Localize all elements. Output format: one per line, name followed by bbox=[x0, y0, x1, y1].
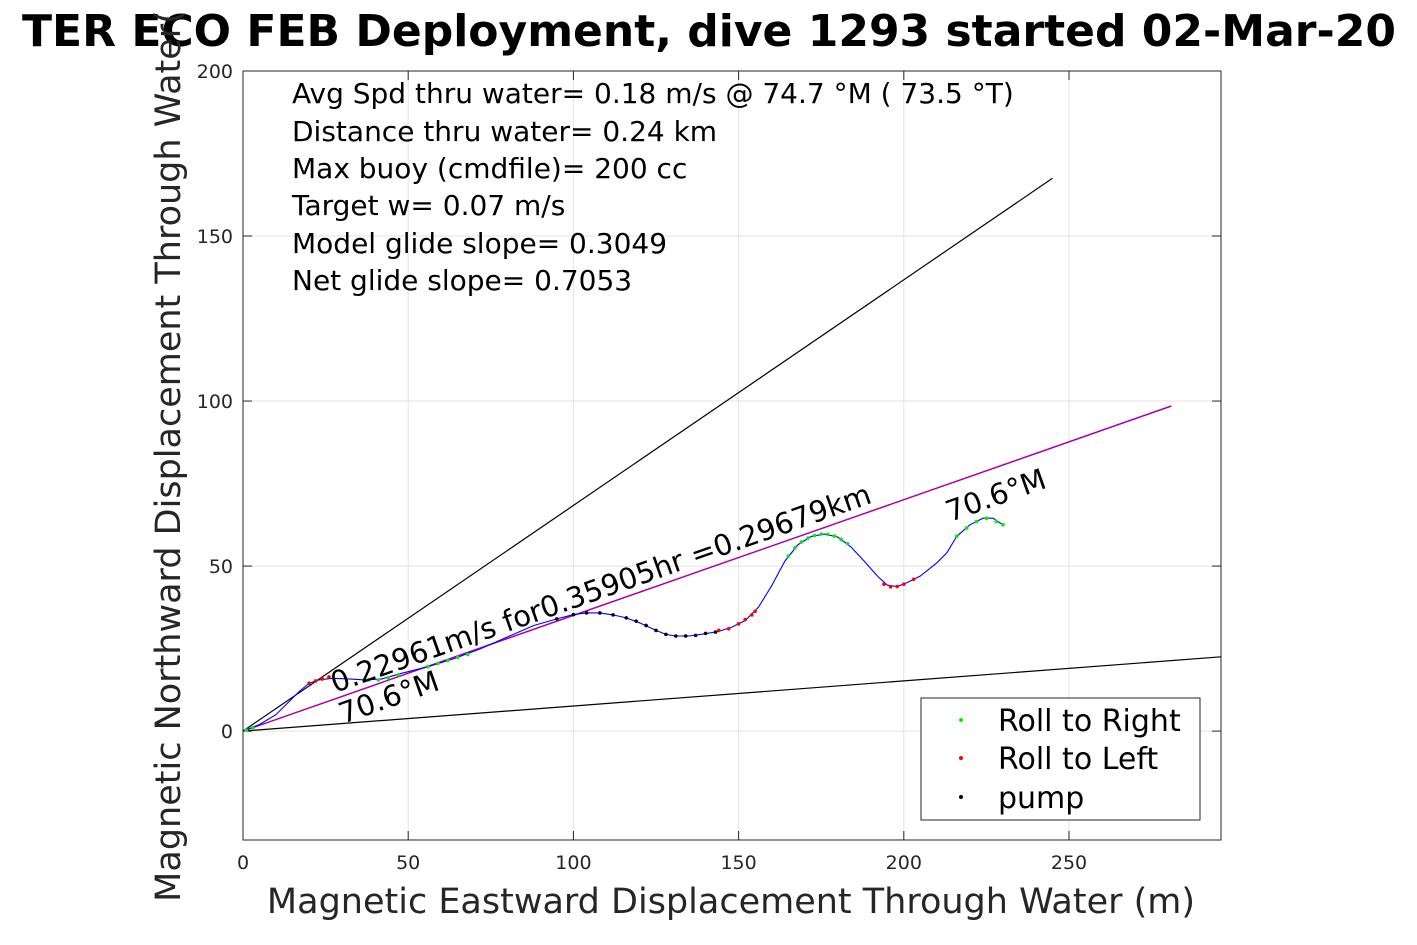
pump-point bbox=[674, 634, 678, 638]
pump-point bbox=[634, 619, 638, 623]
roll-right-point bbox=[376, 678, 381, 682]
roll-right-point bbox=[792, 546, 797, 550]
info-line-target-w: Target w= 0.07 m/s bbox=[291, 189, 565, 222]
pump-point bbox=[664, 632, 668, 637]
roll-right-point bbox=[396, 673, 401, 677]
roll-right-point bbox=[455, 655, 460, 660]
pump-point bbox=[713, 630, 718, 634]
y-tick-label: 150 bbox=[197, 226, 233, 248]
roll-left-point bbox=[313, 679, 318, 683]
roll-right-point bbox=[251, 725, 255, 730]
roll-left-point bbox=[716, 628, 721, 633]
legend-box bbox=[920, 697, 1201, 821]
pump-point bbox=[555, 617, 559, 621]
roll-left-point bbox=[726, 626, 731, 631]
roll-right-point bbox=[799, 540, 804, 544]
roll-left-point bbox=[736, 622, 741, 626]
roll-right-point bbox=[812, 533, 817, 538]
roll-left-point bbox=[888, 585, 893, 589]
x-tick-label: 50 bbox=[396, 852, 420, 874]
roll-left-point bbox=[911, 577, 916, 582]
pump-point bbox=[571, 612, 576, 617]
mean-line bbox=[242, 405, 1172, 732]
chart-title: TER ECO FEB Deployment, dive 1293 starte… bbox=[22, 6, 1396, 57]
envelope-lower-line bbox=[242, 656, 1222, 732]
roll-right-point bbox=[984, 516, 989, 521]
roll-right-point bbox=[386, 675, 391, 680]
envelope-upper-line bbox=[242, 177, 1053, 732]
info-text-block: Avg Spd thru water= 0.18 m/s @ 74.7 °M (… bbox=[291, 77, 1014, 297]
pump-point bbox=[683, 634, 688, 638]
x-tick-label: 150 bbox=[720, 852, 756, 874]
legend-marker-pump bbox=[959, 795, 963, 799]
pump-point bbox=[624, 616, 629, 620]
roll-right-point bbox=[839, 537, 843, 542]
roll-right-point bbox=[964, 526, 969, 530]
x-axis-label: Magnetic Eastward Displacement Through W… bbox=[267, 882, 1195, 922]
roll-right-point bbox=[446, 658, 450, 663]
y-axis-label: Magnetic Northward Displacement Through … bbox=[149, 10, 189, 902]
heading-end-annotation: 70.6°M bbox=[941, 462, 1050, 529]
roll-left-point bbox=[307, 681, 311, 686]
roll-right-point bbox=[244, 728, 249, 732]
legend-label-roll-right: Roll to Right bbox=[998, 704, 1181, 739]
roll-right-point bbox=[826, 532, 830, 537]
roll-left-point bbox=[902, 582, 906, 587]
info-line-distance: Distance thru water= 0.24 km bbox=[292, 115, 717, 148]
info-line-net-glide: Net glide slope= 0.7053 bbox=[292, 264, 632, 297]
roll-right-point bbox=[845, 541, 850, 546]
info-line-avg-speed: Avg Spd thru water= 0.18 m/s @ 74.7 °M (… bbox=[292, 77, 1014, 110]
roll-right-point bbox=[994, 519, 999, 524]
x-tick-label: 250 bbox=[1051, 852, 1087, 874]
roll-right-point bbox=[954, 534, 959, 539]
roll-right-point bbox=[819, 532, 824, 536]
pump-point bbox=[654, 628, 658, 633]
roll-right-point bbox=[426, 664, 430, 669]
y-tick-label: 0 bbox=[221, 721, 233, 743]
roll-left-point bbox=[743, 617, 748, 622]
axis-ticks: 0 50 100 150 200 250 0 50 100 150 200 bbox=[197, 61, 1221, 874]
y-tick-label: 200 bbox=[197, 61, 233, 83]
x-tick-label: 0 bbox=[237, 852, 249, 874]
roll-left-point bbox=[753, 609, 757, 614]
sample-points bbox=[244, 516, 1005, 732]
roll-right-point bbox=[465, 652, 470, 657]
mean-track-line bbox=[242, 405, 1172, 732]
roll-right-point bbox=[786, 554, 790, 558]
pump-point bbox=[644, 623, 648, 628]
pump-point bbox=[703, 631, 708, 636]
pump-point bbox=[598, 611, 602, 615]
roll-left-point bbox=[750, 613, 754, 617]
x-tick-label: 200 bbox=[886, 852, 922, 874]
roll-right-point bbox=[436, 661, 440, 666]
plot-frame bbox=[242, 70, 1222, 841]
y-tick-label: 50 bbox=[209, 556, 233, 578]
roll-left-point bbox=[327, 675, 331, 679]
legend: Roll to Right Roll to Left pump bbox=[920, 697, 1201, 821]
roll-right-point bbox=[974, 519, 979, 524]
legend-marker-roll-left bbox=[959, 756, 963, 760]
roll-left-point bbox=[320, 677, 325, 681]
pump-point bbox=[611, 613, 615, 617]
roll-right-point bbox=[806, 536, 810, 540]
info-line-max-buoy: Max buoy (cmdfile)= 200 cc bbox=[292, 152, 687, 185]
legend-marker-roll-right bbox=[959, 718, 963, 722]
roll-right-point bbox=[366, 678, 371, 682]
y-tick-label: 100 bbox=[197, 391, 233, 413]
legend-label-roll-left: Roll to Left bbox=[998, 742, 1158, 777]
pump-point bbox=[584, 611, 589, 615]
envelope-lines bbox=[242, 177, 1222, 732]
info-line-model-glide: Model glide slope= 0.3049 bbox=[292, 227, 667, 260]
roll-left-point bbox=[882, 582, 886, 587]
x-tick-label: 100 bbox=[555, 852, 591, 874]
roll-right-point bbox=[1001, 523, 1005, 527]
pump-point bbox=[693, 633, 698, 638]
legend-label-pump: pump bbox=[998, 781, 1084, 816]
roll-left-point bbox=[895, 584, 900, 589]
roll-right-point bbox=[832, 534, 837, 538]
